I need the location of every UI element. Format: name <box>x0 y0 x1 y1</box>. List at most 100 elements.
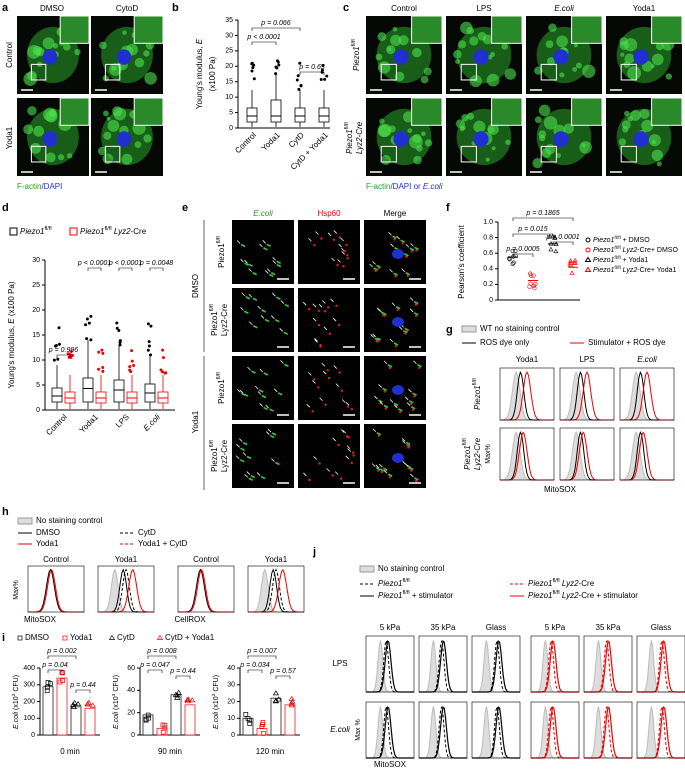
bacterium <box>264 318 270 323</box>
hsp60 <box>418 366 421 369</box>
arrow <box>404 396 409 401</box>
bacterium <box>402 329 408 334</box>
y-tick-label: 20 <box>127 710 135 717</box>
box <box>113 379 125 403</box>
bacterium <box>408 400 414 404</box>
actin <box>407 128 413 134</box>
p-value: p = 0.007 <box>246 648 277 655</box>
p-value: p < 0.0001 <box>545 234 579 241</box>
outlier <box>57 326 61 330</box>
data-point <box>510 261 515 266</box>
arrow <box>370 334 375 338</box>
legend-swatch <box>17 517 33 525</box>
roi <box>380 145 397 163</box>
actin <box>48 109 57 117</box>
y-tick-label: 40 <box>127 687 135 694</box>
data-point <box>62 635 68 641</box>
actin <box>563 123 574 134</box>
outlier <box>101 351 105 355</box>
p-value: p = 0.002 <box>46 648 76 655</box>
outlier <box>149 324 153 328</box>
arrow <box>312 317 317 322</box>
bacterium <box>269 408 274 412</box>
arrow <box>257 305 261 310</box>
bacterium <box>284 303 290 308</box>
arrow <box>332 437 336 442</box>
roi <box>460 63 477 81</box>
bar <box>84 707 96 736</box>
bacterium <box>409 247 415 251</box>
arrow <box>313 456 317 460</box>
micrograph <box>298 424 360 488</box>
hsp60 <box>338 371 341 374</box>
arrow <box>237 388 241 393</box>
label: Piezo1fl/fl Lyz2-Cre <box>528 578 595 588</box>
outlier <box>101 369 105 373</box>
outlier <box>130 359 134 363</box>
outlier <box>321 63 325 67</box>
bracket <box>56 354 71 358</box>
arrow <box>391 302 396 307</box>
actin <box>460 125 466 131</box>
y-tick-label: 5 <box>36 382 40 389</box>
label-part: + DMSO <box>621 237 651 244</box>
actin <box>545 143 556 155</box>
label-part: Young's modulus, <box>195 44 204 109</box>
histogram-frame <box>365 635 415 693</box>
bacterium <box>261 309 266 313</box>
label-part: Piezo1 <box>80 227 104 236</box>
hsp60 <box>337 323 341 327</box>
label-part: E <box>195 38 204 44</box>
histogram-frame <box>499 427 555 481</box>
hsp60 <box>352 454 355 457</box>
arrow <box>378 384 382 388</box>
arrow <box>322 370 327 375</box>
hsp60 <box>346 254 349 257</box>
bacterium <box>284 363 289 368</box>
histogram-frame <box>636 701 685 759</box>
outlier <box>115 321 119 325</box>
p-value: p = 0.047 <box>139 662 170 669</box>
actin <box>581 143 586 148</box>
inset <box>491 97 523 126</box>
data-point <box>60 670 65 676</box>
arrow <box>322 300 326 304</box>
arrow <box>389 268 393 273</box>
actin <box>546 57 556 66</box>
arrow <box>266 268 271 272</box>
outlier <box>297 87 301 91</box>
data-point <box>552 235 558 240</box>
data-point <box>189 697 196 703</box>
actin <box>424 139 433 147</box>
arrow <box>413 360 417 365</box>
outlier <box>146 348 150 352</box>
actin <box>106 116 111 121</box>
data-point <box>70 703 77 709</box>
outlier <box>146 322 150 326</box>
data-point <box>85 699 93 705</box>
label: 90 min <box>158 747 182 756</box>
label-part: Piezo1 <box>378 579 402 588</box>
label-part: fl/fl <box>462 438 468 445</box>
bacterium <box>405 441 411 446</box>
label-part: (x100 Pa) <box>7 281 16 318</box>
label: 5 kPa <box>380 623 401 632</box>
bacterium <box>375 466 381 471</box>
actin <box>99 41 107 50</box>
nucleus <box>392 385 404 395</box>
data-point <box>567 261 573 266</box>
actin <box>556 35 569 48</box>
histogram-curve <box>366 706 414 759</box>
actin <box>412 133 422 144</box>
actin <box>134 57 145 68</box>
actin <box>534 66 543 75</box>
actin <box>134 141 142 148</box>
label: DMSO <box>40 4 64 13</box>
outlier <box>70 354 74 358</box>
histogram-frame <box>530 635 580 693</box>
bar <box>284 704 296 736</box>
hsp60 <box>414 303 418 306</box>
bracket <box>147 655 177 659</box>
data-point <box>74 701 82 707</box>
bracket <box>251 41 277 45</box>
